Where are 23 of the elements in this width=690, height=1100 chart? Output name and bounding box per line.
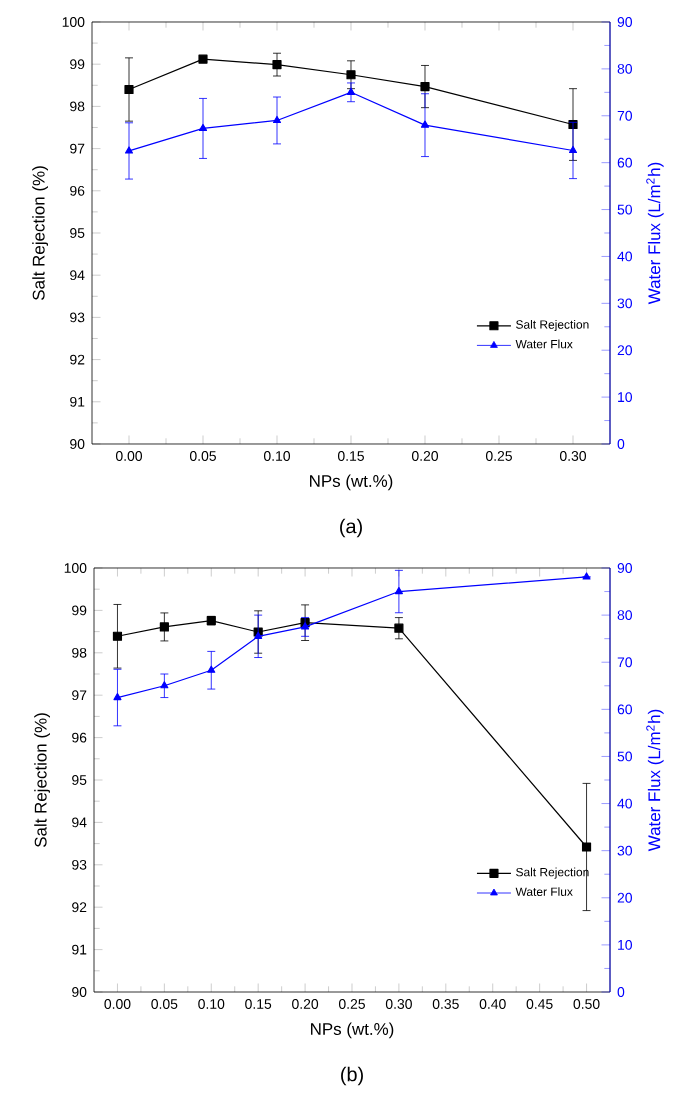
y2-axis-title: Water Flux (L/m$^{2}$h)	[646, 709, 664, 852]
point	[581, 842, 592, 852]
y-axis-title: Salt Rejection (%)	[32, 166, 48, 300]
point	[159, 622, 169, 632]
x-axis-title: NPs (wt.%)	[311, 1022, 394, 1039]
y2-axis-title: Water Flux (L/m$^{2}$h)	[646, 162, 664, 305]
point	[272, 115, 282, 124]
point	[124, 146, 134, 154]
text: (b)	[341, 1066, 363, 1086]
point	[113, 692, 122, 701]
point	[272, 60, 282, 70]
point	[568, 145, 578, 154]
point	[394, 586, 403, 595]
point	[124, 84, 134, 95]
point	[160, 681, 169, 689]
point	[420, 120, 430, 128]
point	[112, 631, 123, 641]
text: (a)	[340, 518, 362, 538]
point	[198, 123, 208, 132]
x-axis-title: NPs (wt.%)	[310, 474, 393, 491]
point	[207, 665, 216, 673]
point	[394, 623, 404, 633]
y-axis-title: Salt Rejection (%)	[34, 713, 50, 847]
